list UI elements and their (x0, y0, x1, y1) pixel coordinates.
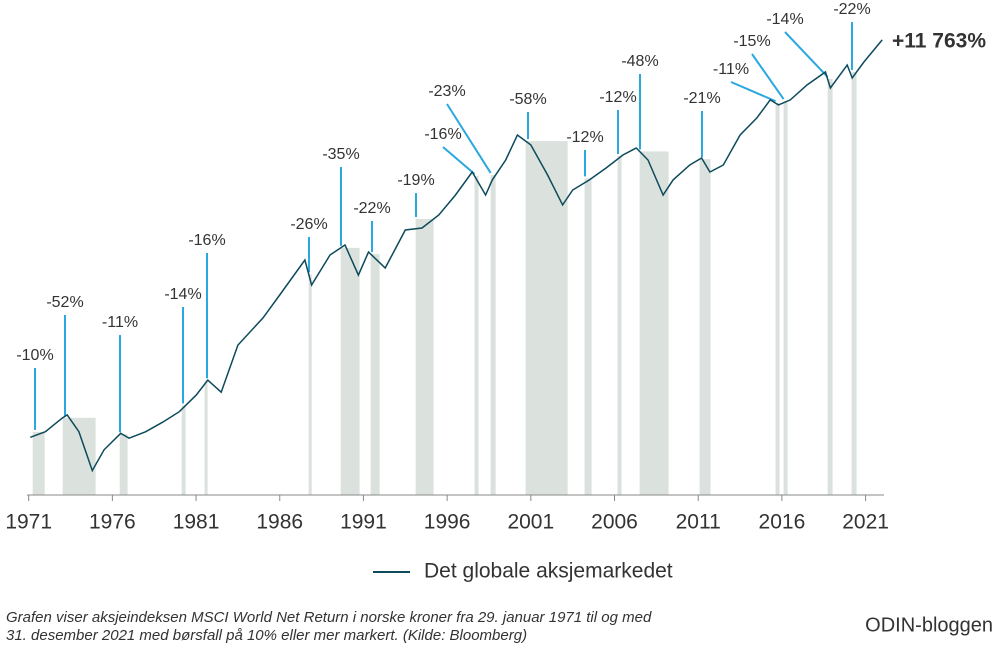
drawdown-label: -19% (397, 172, 434, 189)
x-tick-label: 1981 (173, 511, 220, 534)
drawdown-period (827, 78, 833, 495)
drawdown-label: -15% (733, 33, 770, 50)
drawdown-label: -26% (290, 216, 327, 233)
x-tick-label: 1971 (5, 511, 52, 534)
drawdown-period (474, 176, 479, 495)
drawdown-period (415, 219, 434, 495)
drawdown-label: -14% (766, 11, 803, 28)
footnote: Grafen viser aksjeindeksen MSCI World Ne… (6, 609, 652, 626)
x-tick-label: 2011 (676, 511, 721, 534)
drawdown-label: -48% (621, 53, 658, 70)
drawdown-label: -14% (164, 286, 201, 303)
drawdown-period (490, 174, 496, 496)
x-tick-label: 1991 (340, 511, 387, 534)
legend-label: Det globale aksjemarkedet (424, 560, 673, 583)
drawdown-label: -16% (424, 126, 461, 143)
drawdown-period (617, 156, 622, 495)
drawdown-period (370, 254, 380, 495)
drawdown-period (340, 247, 360, 495)
drawdown-period (204, 380, 208, 495)
drawdown-period (639, 151, 669, 495)
x-tick-label: 2006 (591, 511, 638, 534)
line-series (30, 39, 883, 473)
drawdown-label: -52% (46, 294, 83, 311)
drawdown-label: -12% (566, 129, 603, 146)
annotation-line (730, 81, 776, 103)
drawdown-label: -11% (713, 61, 749, 78)
annotation-line (446, 103, 492, 174)
drawdown-period (525, 141, 568, 495)
annotation-line (784, 31, 829, 78)
drawdown-period (119, 434, 128, 495)
x-tick-label: 2001 (507, 511, 554, 534)
drawdown-period (851, 72, 857, 495)
drawdown-period (32, 431, 45, 495)
drawdown-period (181, 405, 186, 495)
drawdown-label: -11% (102, 314, 138, 331)
drawdown-label: -58% (509, 91, 546, 108)
drawdown-label: -23% (428, 83, 465, 100)
drawdown-period (308, 274, 312, 495)
x-tick-label: 2016 (759, 511, 806, 534)
x-tick-label: 2021 (842, 511, 889, 534)
x-tick-label: 1996 (424, 511, 471, 534)
drawdown-period (775, 103, 780, 496)
drawdown-label: -22% (353, 200, 390, 217)
x-tick-label: 1986 (256, 511, 303, 534)
end-label: +11 763% (892, 30, 986, 53)
drawdown-label: -35% (322, 146, 359, 163)
drawdown-period (699, 159, 711, 496)
x-tick-label: 1976 (89, 511, 136, 534)
drawdown-label: -22% (833, 1, 870, 18)
drawdown-label: -10% (16, 347, 53, 364)
footnote: 31. desember 2021 med børsfall på 10% el… (6, 627, 527, 644)
drawdown-label: -16% (188, 232, 225, 249)
drawdown-label: -21% (683, 90, 720, 107)
drawdown-label: -12% (599, 89, 636, 106)
drawdown-period (783, 101, 788, 496)
source: ODIN-bloggen (865, 614, 993, 636)
drawdown-period (62, 417, 96, 495)
annotation-line (751, 53, 785, 100)
drawdown-period (584, 178, 592, 495)
annotation-line (442, 146, 476, 175)
